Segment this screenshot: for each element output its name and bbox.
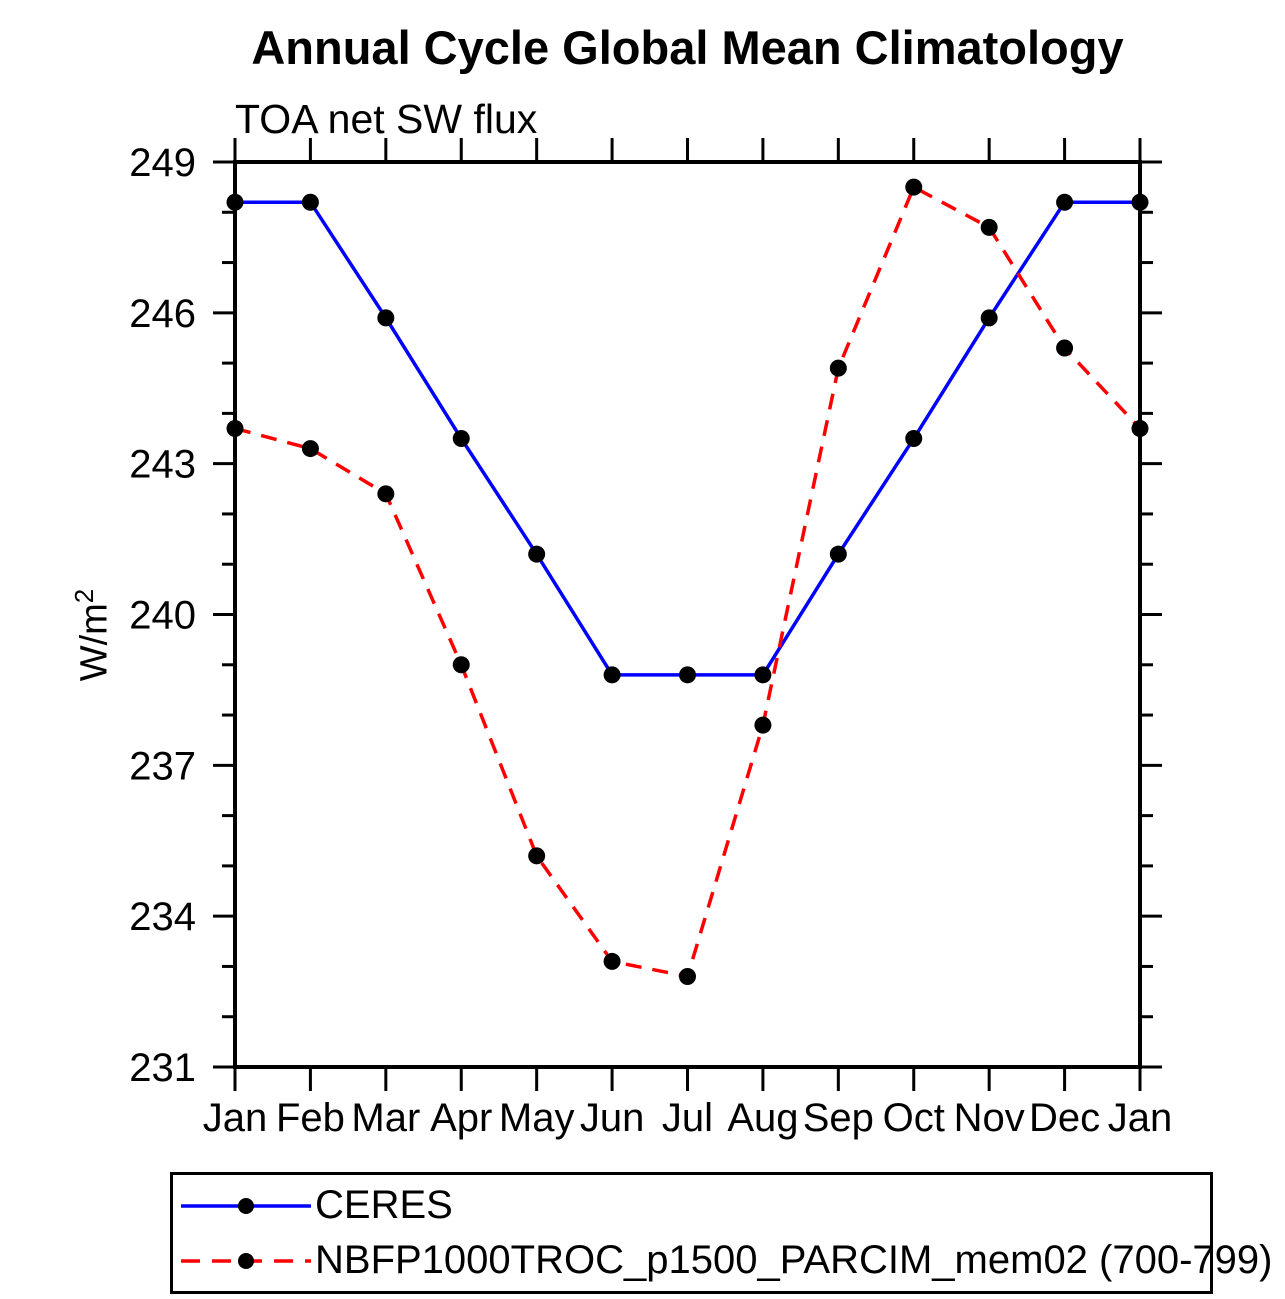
x-tick-label: Apr — [430, 1096, 492, 1140]
series-1-marker — [452, 656, 470, 674]
series-1-marker — [226, 419, 244, 437]
legend-sample-marker — [238, 1197, 254, 1214]
series-1-marker — [1056, 339, 1074, 357]
chart-title: Annual Cycle Global Mean Climatology — [251, 21, 1124, 74]
x-tick-label: Oct — [883, 1096, 945, 1140]
series-0-marker — [980, 309, 998, 327]
y-tick-label: 240 — [129, 594, 196, 638]
series-1-marker — [980, 218, 998, 236]
x-tick-label: Feb — [276, 1096, 345, 1140]
y-tick-label: 234 — [129, 895, 196, 939]
series-0-marker — [829, 545, 847, 563]
x-tick-label: Mar — [351, 1096, 420, 1140]
series-1-marker — [754, 716, 772, 734]
legend-line-sample-icon — [181, 1197, 311, 1214]
series-0-marker — [452, 430, 470, 448]
y-tick-label: 246 — [129, 292, 196, 336]
x-tick-label: Jan — [203, 1096, 268, 1140]
series-1-marker — [528, 847, 546, 865]
y-tick-label: 231 — [129, 1046, 196, 1090]
series-0-marker — [603, 666, 621, 684]
series-0-marker — [301, 193, 319, 211]
x-tick-label: Aug — [727, 1096, 798, 1140]
series-1-marker — [905, 178, 923, 196]
series-line-1 — [234, 184, 1142, 979]
series-1-marker — [377, 485, 395, 503]
legend-line-sample-icon — [181, 1252, 311, 1269]
series-0-marker — [679, 666, 696, 684]
legend-item-1: NBFP1000TROC_p1500_PARCIM_mem02 (700-799… — [173, 1233, 1272, 1288]
y-tick-label: 243 — [129, 443, 196, 487]
x-tick-label: May — [499, 1096, 575, 1140]
series-1-marker — [679, 968, 696, 985]
plot-frame — [233, 160, 1142, 1069]
series-0-marker — [905, 430, 923, 448]
series-0-marker — [528, 545, 546, 563]
series-1-marker — [1131, 419, 1149, 437]
x-tick-label: Sep — [803, 1096, 874, 1140]
legend-label-1: NBFP1000TROC_p1500_PARCIM_mem02 (700-799… — [315, 1238, 1273, 1282]
legend-item-0: CERES — [173, 1178, 1210, 1233]
series-0-marker — [754, 666, 772, 684]
series-0-marker — [226, 193, 244, 211]
y-tick-label: 249 — [129, 141, 196, 185]
series-0-marker — [377, 309, 395, 327]
y-tick-label: 237 — [129, 744, 196, 788]
series-1-marker — [301, 440, 319, 458]
series-1-marker — [603, 952, 621, 970]
series-0-marker — [1131, 193, 1149, 211]
x-tick-label: Jun — [580, 1096, 645, 1140]
chart-subtitle: TOA net SW flux — [235, 96, 538, 142]
series-1-marker — [829, 359, 847, 377]
legend: CERES NBFP1000TROC_p1500_PARCIM_mem02 (70… — [170, 1172, 1272, 1294]
x-tick-label: Jan — [1108, 1096, 1173, 1140]
series-line-0 — [235, 200, 1140, 677]
legend-label-0: CERES — [315, 1183, 453, 1227]
x-tick-label: Dec — [1029, 1096, 1100, 1140]
x-tick-label: Nov — [954, 1096, 1025, 1140]
series-0-marker — [1056, 193, 1074, 211]
legend-sample-marker — [238, 1252, 254, 1269]
x-tick-label: Jul — [662, 1096, 713, 1140]
